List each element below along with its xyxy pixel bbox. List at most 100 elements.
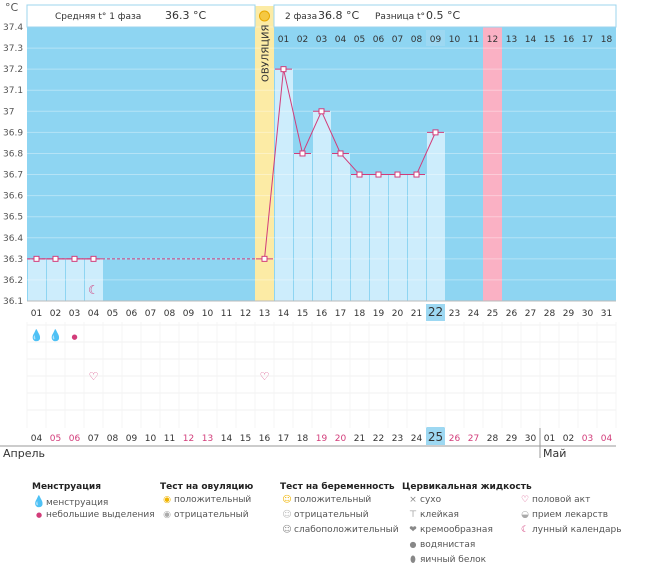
diff-value: 0.5 °C — [426, 9, 460, 22]
sun-positive-icon: ◉ — [163, 495, 171, 505]
legend-item: ❤ кремообразная — [406, 525, 493, 535]
cycle-day-label: 14 — [278, 309, 290, 319]
y-tick-label: 36.4 — [3, 234, 23, 244]
y-tick-label: 37.3 — [3, 44, 23, 54]
legend-item: ◒ прием лекарств — [518, 510, 608, 520]
temperature-bar — [28, 258, 46, 301]
phase2-day-label: 09 — [430, 35, 442, 45]
phase2-day-label: 03 — [316, 35, 327, 45]
month-label: Май — [543, 447, 566, 460]
cycle-day-label: 19 — [373, 309, 385, 319]
phase2-day-label: 02 — [297, 35, 308, 45]
date-label: 13 — [202, 434, 213, 444]
date-label: 27 — [468, 434, 479, 444]
sticky-icon: ⊤ — [409, 510, 417, 520]
phase2-day-label: 07 — [392, 35, 403, 45]
legend-item: ● водянистая — [406, 540, 476, 550]
temperature-bars — [28, 69, 445, 302]
temperature-bar — [275, 69, 293, 302]
month-label: Апрель — [3, 447, 45, 460]
phase2-value: 36.8 °C — [318, 9, 359, 22]
cycle-day-label: 29 — [563, 309, 575, 319]
temp-marker — [280, 66, 287, 73]
y-tick-label: 36.8 — [3, 149, 23, 159]
heart-icon: ♡ — [89, 370, 99, 383]
date-label: 08 — [107, 434, 119, 444]
header-phase2-box — [273, 4, 617, 28]
sun-icon — [259, 10, 270, 22]
sun-negative-icon: ◉ — [163, 510, 171, 520]
date-label: 04 — [601, 434, 613, 444]
legend-item: ☺ слабоположительный — [280, 525, 398, 535]
cycle-day-label: 08 — [164, 309, 176, 319]
cycle-day-label: 30 — [582, 309, 594, 319]
menstruation-drop-icon: 💧 — [49, 329, 63, 342]
temperature-bar — [313, 111, 331, 301]
cycle-day-label: 09 — [183, 309, 195, 319]
date-label: 06 — [69, 434, 81, 444]
y-tick-label: 36.2 — [3, 276, 23, 286]
legend-item: × сухо — [406, 495, 441, 505]
date-label: 01 — [544, 434, 555, 444]
cycle-day-label: 21 — [411, 309, 422, 319]
temperature-bar — [389, 174, 407, 301]
date-label: 05 — [50, 434, 61, 444]
watery-drop-icon: ● — [409, 540, 417, 549]
menstruation-drop-icon: 💧 — [30, 329, 44, 342]
egg-white-icon: ⬮ — [410, 555, 416, 565]
cycle-day-label: 13 — [259, 309, 270, 319]
moon-icon: ☾ — [88, 283, 99, 297]
phase2-label: 2 фаза — [285, 12, 317, 22]
cycle-day-label: 20 — [392, 309, 404, 319]
creamy-icon: ❤ — [409, 525, 417, 535]
legend-pregnancy-test-title: Тест на беременность — [280, 482, 395, 492]
legend-ovulation-test-title: Тест на овуляцию — [160, 482, 254, 492]
temp-marker — [33, 255, 40, 262]
pill-icon: ◒ — [521, 510, 529, 520]
phase2-day-label: 05 — [354, 35, 365, 45]
small-drop-icon: ● — [71, 333, 77, 341]
moon-icon: ☾ — [520, 525, 530, 535]
cycle-day-label: 10 — [202, 309, 214, 319]
date-label: 24 — [411, 434, 423, 444]
temperature-series: ☾ — [27, 66, 444, 297]
cycle-day-label: 04 — [88, 309, 100, 319]
date-label: 18 — [297, 434, 309, 444]
temp-marker — [52, 255, 59, 262]
cycle-day-label: 06 — [126, 309, 138, 319]
phase2-day-label: 14 — [525, 35, 537, 45]
date-label: 10 — [145, 434, 157, 444]
event-rows: 💧 💧 ● ♡ ♡ — [26, 322, 617, 428]
legend-menstruation: Менструация — [32, 482, 101, 492]
phase1-value: 36.3 °C — [165, 9, 206, 22]
dry-cross-icon: × — [409, 495, 417, 505]
y-tick-label: 36.1 — [3, 297, 23, 307]
phase2-day-label: 16 — [563, 35, 575, 45]
y-tick-label: 36.3 — [3, 255, 23, 265]
legend-item: ♡ половой акт — [518, 495, 590, 505]
y-axis: 37.4 37.3 37.2 37.1 37 36.9 36.8 36.7 36.6 36.5 36… — [3, 1, 23, 307]
legend-item: ☺ положительный — [280, 495, 371, 505]
temp-marker — [356, 171, 363, 178]
legend-menstruation-title: Менструация — [32, 482, 101, 492]
date-label: 15 — [240, 434, 251, 444]
legend-item: ☺ отрицательный — [280, 510, 368, 520]
legend-item: ☾ лунный календарь — [518, 525, 622, 535]
y-tick-label: 37.2 — [3, 65, 23, 75]
y-tick-label: 37.1 — [3, 86, 23, 96]
ovulation-column — [255, 6, 274, 301]
y-tick-label: 37.4 — [3, 23, 23, 33]
phase2-day-label: 10 — [449, 35, 461, 45]
series-line — [264, 69, 436, 259]
cycle-day-label: 28 — [544, 309, 556, 319]
legend-label: лунный календарь — [532, 525, 622, 535]
y-tick-label: 36.6 — [3, 192, 23, 202]
temp-marker — [432, 129, 439, 136]
cycle-day-label: 15 — [297, 309, 308, 319]
date-label: 20 — [335, 434, 347, 444]
cycle-day-label: 31 — [601, 309, 612, 319]
legend-label: менструация — [46, 498, 109, 508]
cycle-day-label: 07 — [145, 309, 156, 319]
date-label: 03 — [582, 434, 593, 444]
legend-cervical-title: Цервикальная жидкость — [402, 482, 532, 492]
